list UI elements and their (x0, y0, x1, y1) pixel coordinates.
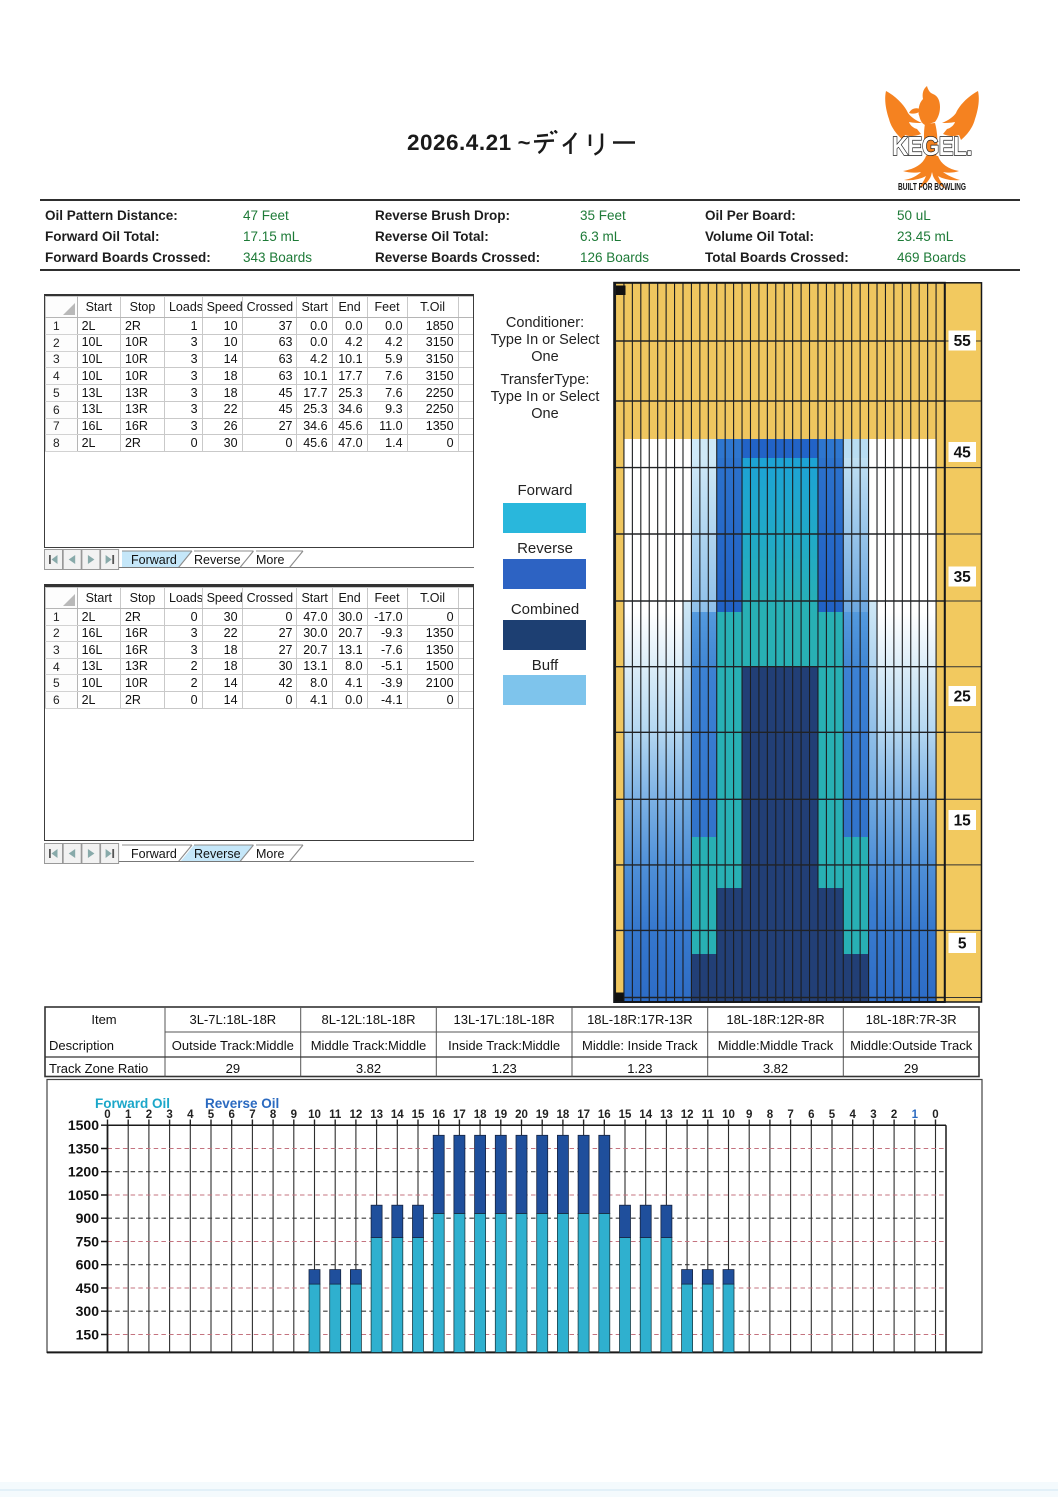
svg-text:0: 0 (104, 1109, 110, 1121)
svg-text:8L-12L:18L-18R: 8L-12L:18L-18R (322, 1012, 416, 1027)
svg-text:6: 6 (228, 1109, 234, 1121)
svg-text:More: More (256, 847, 285, 861)
svg-text:4: 4 (849, 1109, 856, 1121)
svg-text:29: 29 (904, 1061, 918, 1076)
svg-text:18L-18R:17R-13R: 18L-18R:17R-13R (587, 1012, 693, 1027)
svg-text:4: 4 (187, 1109, 194, 1121)
svg-text:55: 55 (954, 333, 972, 350)
svg-text:5: 5 (208, 1109, 215, 1121)
svg-text:300: 300 (76, 1303, 100, 1319)
svg-text:450: 450 (76, 1280, 100, 1296)
svg-text:3: 3 (166, 1109, 172, 1121)
svg-text:10: 10 (722, 1109, 735, 1121)
svg-text:5: 5 (958, 936, 967, 953)
svg-text:18: 18 (474, 1109, 487, 1121)
svg-text:1.23: 1.23 (627, 1061, 652, 1076)
svg-text:Forward: Forward (131, 847, 177, 861)
svg-text:Outside Track:Middle: Outside Track:Middle (172, 1038, 294, 1053)
svg-text:750: 750 (76, 1234, 100, 1250)
svg-text:16: 16 (598, 1109, 611, 1121)
svg-text:Forward Oil: Forward Oil (95, 1096, 170, 1111)
svg-text:19: 19 (536, 1109, 549, 1121)
svg-text:3: 3 (870, 1109, 876, 1121)
svg-text:25: 25 (954, 689, 972, 706)
svg-text:0: 0 (932, 1109, 938, 1121)
svg-text:10: 10 (308, 1109, 321, 1121)
svg-text:8: 8 (270, 1109, 277, 1121)
svg-text:3.82: 3.82 (356, 1061, 381, 1076)
svg-text:Middle Track:Middle: Middle Track:Middle (311, 1038, 427, 1053)
svg-text:15: 15 (412, 1109, 425, 1121)
svg-text:1500: 1500 (68, 1117, 99, 1133)
svg-text:Middle: Inside Track: Middle: Inside Track (582, 1038, 698, 1053)
svg-text:9: 9 (291, 1109, 297, 1121)
svg-text:1.23: 1.23 (491, 1061, 516, 1076)
svg-text:Inside Track:Middle: Inside Track:Middle (448, 1038, 560, 1053)
svg-text:11: 11 (329, 1109, 342, 1121)
svg-text:Reverse Oil: Reverse Oil (205, 1096, 279, 1111)
svg-text:6: 6 (808, 1109, 814, 1121)
svg-text:1050: 1050 (68, 1187, 99, 1203)
svg-text:18L-18R:12R-8R: 18L-18R:12R-8R (726, 1012, 824, 1027)
svg-text:1200: 1200 (68, 1164, 99, 1180)
svg-text:Track Zone Ratio: Track Zone Ratio (49, 1061, 148, 1076)
svg-text:15: 15 (954, 813, 972, 830)
svg-text:35: 35 (954, 569, 972, 586)
svg-text:Middle:Middle Track: Middle:Middle Track (718, 1038, 834, 1053)
svg-text:2: 2 (146, 1109, 152, 1121)
svg-text:2: 2 (891, 1109, 897, 1121)
svg-text:14: 14 (639, 1109, 652, 1121)
svg-text:1350: 1350 (68, 1141, 99, 1157)
svg-text:Reverse: Reverse (194, 553, 241, 567)
svg-text:17: 17 (453, 1109, 466, 1121)
svg-text:9: 9 (746, 1109, 752, 1121)
svg-text:14: 14 (391, 1109, 404, 1121)
svg-text:29: 29 (226, 1061, 240, 1076)
svg-text:More: More (256, 553, 285, 567)
svg-text:18: 18 (557, 1109, 570, 1121)
svg-text:12: 12 (681, 1109, 694, 1121)
svg-text:150: 150 (76, 1327, 100, 1343)
svg-text:Middle:Outside Track: Middle:Outside Track (850, 1038, 973, 1053)
svg-text:45: 45 (954, 445, 972, 462)
svg-text:13: 13 (660, 1109, 673, 1121)
svg-text:Forward: Forward (131, 553, 177, 567)
svg-text:8: 8 (767, 1109, 774, 1121)
svg-text:KEGEL.: KEGEL. (892, 131, 972, 161)
svg-text:13: 13 (370, 1109, 383, 1121)
svg-text:18L-18R:7R-3R: 18L-18R:7R-3R (866, 1012, 957, 1027)
svg-text:600: 600 (76, 1257, 100, 1273)
svg-text:1: 1 (912, 1109, 919, 1121)
svg-text:1: 1 (125, 1109, 132, 1121)
svg-text:3L-7L:18L-18R: 3L-7L:18L-18R (189, 1012, 276, 1027)
svg-text:19: 19 (494, 1109, 507, 1121)
svg-text:11: 11 (702, 1109, 715, 1121)
svg-text:12: 12 (350, 1109, 363, 1121)
svg-text:3.82: 3.82 (763, 1061, 788, 1076)
svg-text:Description: Description (49, 1038, 114, 1053)
svg-text:BUILT FOR BOWLING: BUILT FOR BOWLING (898, 182, 966, 193)
svg-text:Reverse: Reverse (194, 847, 241, 861)
svg-text:7: 7 (787, 1109, 793, 1121)
svg-text:17: 17 (577, 1109, 590, 1121)
svg-text:7: 7 (249, 1109, 255, 1121)
svg-text:16: 16 (432, 1109, 445, 1121)
svg-text:5: 5 (829, 1109, 836, 1121)
svg-text:20: 20 (515, 1109, 528, 1121)
svg-text:900: 900 (76, 1210, 100, 1226)
svg-text:13L-17L:18L-18R: 13L-17L:18L-18R (454, 1012, 555, 1027)
svg-text:15: 15 (619, 1109, 632, 1121)
svg-text:Item: Item (91, 1012, 116, 1027)
